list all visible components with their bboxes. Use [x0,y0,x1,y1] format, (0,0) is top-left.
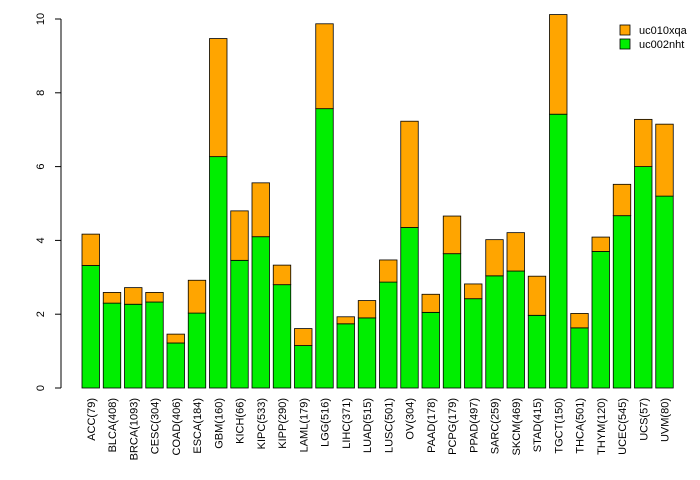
x-category-label: BRCA(1093) [128,398,140,460]
bar-uc002nht [527,314,547,389]
bar-uc002nht [442,253,462,389]
bar-uc010xqa [145,292,164,303]
bar-uc002nht [336,323,355,389]
bar-uc010xqa [634,118,653,167]
x-category-label: TGCT(150) [553,398,565,454]
bar-uc010xqa [549,14,568,115]
y-axis: 0 2 4 6 8 10 [35,13,62,391]
bar-uc010xqa [251,182,270,238]
bar-uc010xqa [506,232,525,272]
bar-uc010xqa [464,283,483,300]
bar-uc002nht [102,302,122,389]
bar-uc002nht [506,270,525,389]
bar-uc010xqa [442,215,462,255]
legend-swatch-uc002nht [619,38,631,50]
bar-uc002nht [187,312,207,389]
bar-uc010xqa [187,279,207,314]
x-category-label: PPAD(497) [468,398,480,453]
bar-uc002nht [379,281,398,389]
x-category-label: CESC(304) [150,398,162,454]
x-category-label: UVM(80) [660,398,672,442]
x-category-label: UCEC(545) [617,398,629,455]
bar-uc002nht [294,345,313,389]
bar-uc002nht [400,227,419,389]
x-category-label: THYM(120) [596,398,608,455]
x-category-label: PAAD(178) [426,398,438,453]
bar-uc002nht [315,108,334,389]
bar-uc010xqa [357,300,377,319]
x-category-label: KIPP(290) [277,398,289,449]
bar-uc010xqa [230,210,249,261]
x-category-label: BLCA(408) [107,398,119,452]
bar-uc010xqa [379,259,398,283]
bar-uc002nht [591,251,610,389]
x-category-label: LAML(179) [298,398,310,452]
y-tick-label: 0 [35,385,47,391]
x-category-label: UCS(57) [638,398,650,441]
x-category-label: SARC(259) [490,398,502,454]
x-category-label: ACC(79) [86,398,98,441]
x-axis-labels: ACC(79) BLCA(408) BRCA(1093) CESC(304) COAD(… [86,398,672,460]
bar-uc010xqa [166,333,185,344]
bar-uc010xqa [612,183,632,217]
y-tick-label: 4 [35,237,47,243]
bar-uc010xqa [272,264,292,286]
bar-uc002nht [655,195,674,389]
bar-uc010xqa [336,316,355,325]
y-tick-label: 10 [35,13,47,25]
bar-uc010xqa [209,38,228,158]
bar-uc002nht [570,327,589,389]
bar-uc010xqa [421,293,440,313]
x-category-label: LUSC(501) [383,398,395,453]
x-category-label: OV(304) [405,398,417,440]
bars [81,14,674,389]
y-tick-label: 6 [35,164,47,170]
bar-uc002nht [209,156,228,389]
bar-uc010xqa [570,313,589,329]
bar-uc002nht [357,317,377,389]
legend-swatch-uc010xqa [619,24,631,36]
x-category-label: GBM(160) [213,398,225,449]
bar-uc002nht [124,303,143,389]
legend-label: uc002nht [639,39,684,51]
bar-uc002nht [230,259,249,389]
bar-uc002nht [549,113,568,389]
x-category-label: LIHC(371) [341,398,353,449]
bar-uc010xqa [124,287,143,305]
bar-uc002nht [145,301,164,389]
bar-uc010xqa [294,328,313,346]
bar-uc002nht [634,166,653,389]
x-category-label: STAD(415) [532,398,544,452]
x-category-label: KIPC(533) [256,398,268,449]
bar-uc002nht [612,215,632,389]
bar-uc010xqa [102,292,122,304]
x-category-label: LGG(516) [320,398,332,447]
bar-uc002nht [272,284,292,389]
x-category-label: SKCM(469) [511,398,523,455]
bar-uc002nht [421,311,440,389]
bar-uc002nht [166,342,185,389]
bar-uc002nht [485,275,504,389]
x-category-label: PCPG(179) [447,398,459,455]
bar-uc010xqa [81,233,100,266]
bar-uc010xqa [527,275,547,316]
x-category-label: LUAD(515) [362,398,374,453]
legend: uc010xqa uc002nht [619,24,688,51]
x-category-label: ESCA(184) [192,398,204,454]
legend-label: uc010xqa [639,25,688,37]
bar-uc002nht [464,298,483,389]
bar-uc010xqa [591,236,610,252]
x-category-label: COAD(406) [171,398,183,455]
bar-uc010xqa [315,23,334,110]
bar-uc002nht [251,236,270,389]
x-category-label: KICH(66) [235,398,247,444]
bar-uc010xqa [655,123,674,197]
bar-uc002nht [81,265,100,389]
y-tick-label: 8 [35,90,47,96]
bar-uc010xqa [485,239,504,277]
y-tick-label: 2 [35,311,47,317]
bar-uc010xqa [400,120,419,228]
x-category-label: THCA(501) [575,398,587,454]
